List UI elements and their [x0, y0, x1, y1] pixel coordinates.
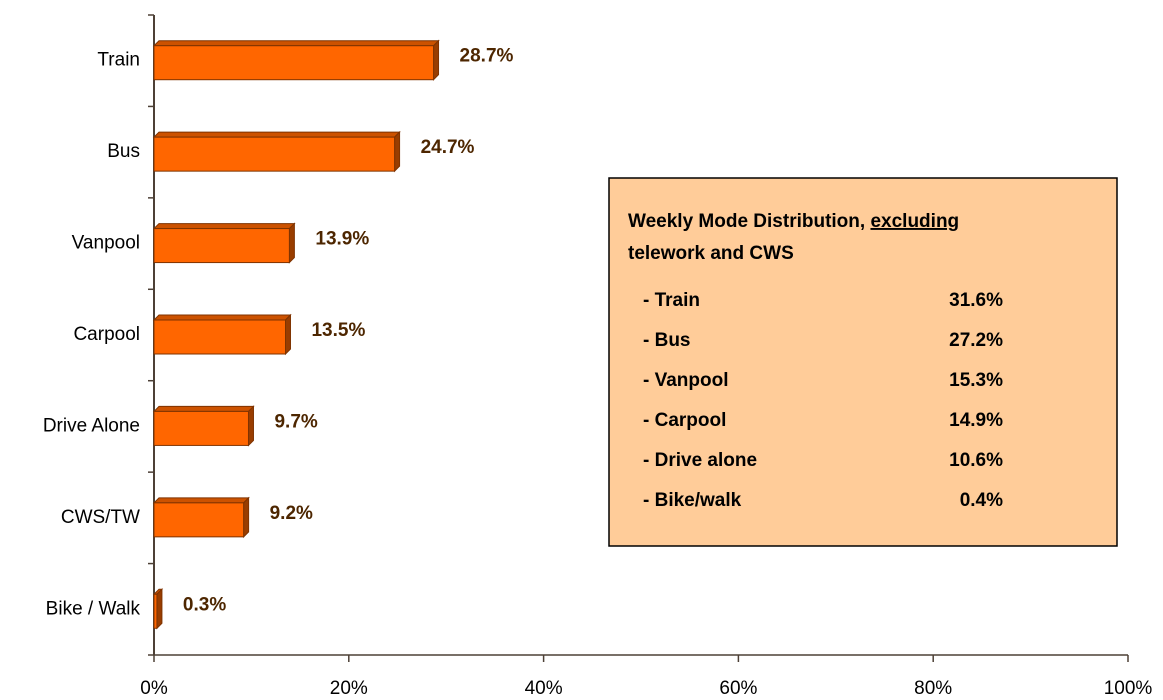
- bar-face: [152, 497, 250, 504]
- annotation-box: [608, 177, 1118, 547]
- y-tick-label: Train: [97, 50, 140, 71]
- y-tick-label: Bike / Walk: [46, 598, 141, 619]
- bar-face: [152, 314, 292, 321]
- annotation-row-label: - Carpool: [643, 410, 726, 431]
- bar-face: [394, 130, 401, 173]
- x-tick-label: 20%: [330, 678, 368, 699]
- bar: [152, 588, 164, 630]
- y-tick-label: Vanpool: [72, 233, 140, 254]
- bar-face: [247, 405, 254, 447]
- bar: [152, 313, 292, 356]
- annotation-row-label: - Drive alone: [643, 450, 757, 471]
- bar-face: [153, 502, 245, 538]
- x-tick-label: 100%: [1104, 678, 1153, 699]
- x-tick-label: 0%: [140, 678, 168, 699]
- annotation-title-underlined: excluding: [870, 211, 959, 232]
- bar-face: [433, 39, 440, 81]
- bar-face: [153, 593, 158, 629]
- bar-face: [284, 313, 291, 356]
- bar: [152, 496, 250, 539]
- bar-face: [288, 222, 295, 264]
- x-tick-label: 60%: [719, 678, 757, 699]
- bar-face: [156, 588, 163, 630]
- annotation-row-label: - Bike/walk: [643, 490, 742, 511]
- bar-face: [153, 319, 286, 355]
- bar-face: [153, 136, 396, 172]
- y-tick-label: Carpool: [73, 324, 140, 345]
- bar-face: [152, 131, 401, 138]
- bar-face: [152, 405, 255, 412]
- bar-face: [152, 40, 440, 47]
- bar: [152, 130, 401, 173]
- value-label: 28.7%: [460, 46, 514, 67]
- y-tick-label: CWS/TW: [61, 507, 140, 528]
- value-label: 9.2%: [270, 503, 313, 524]
- annotation-row-value: 15.3%: [949, 370, 1003, 391]
- bar: [152, 405, 255, 447]
- annotation-row-value: 0.4%: [960, 490, 1003, 511]
- value-label: 13.9%: [315, 229, 369, 250]
- bar-face: [153, 228, 290, 264]
- bar-face: [153, 45, 435, 81]
- x-tick-label: 40%: [525, 678, 563, 699]
- value-label: 24.7%: [421, 137, 475, 158]
- value-label: 13.5%: [311, 320, 365, 341]
- annotation-row-value: 10.6%: [949, 450, 1003, 471]
- value-label: 0.3%: [183, 594, 226, 615]
- value-label: 9.7%: [274, 411, 317, 432]
- y-tick-label: Bus: [107, 141, 140, 162]
- annotation-row-label: - Train: [643, 290, 700, 311]
- annotation-row-value: 14.9%: [949, 410, 1003, 431]
- annotation-title-end: telework and CWS: [628, 243, 794, 264]
- annotation-row-label: - Vanpool: [643, 370, 729, 391]
- annotation-title-start: Weekly Mode Distribution,: [628, 211, 865, 232]
- annotation-title: Weekly Mode Distribution, excluding: [628, 211, 959, 232]
- bar: [152, 39, 440, 81]
- annotation-row-value: 31.6%: [949, 290, 1003, 311]
- y-tick-label: Drive Alone: [43, 415, 140, 436]
- bar-face: [153, 410, 249, 446]
- bar-face: [243, 496, 250, 539]
- annotation-row-value: 27.2%: [949, 330, 1003, 351]
- x-tick-label: 80%: [914, 678, 952, 699]
- bar-face: [152, 223, 296, 230]
- bar: [152, 222, 296, 264]
- annotation-row-label: - Bus: [643, 330, 691, 351]
